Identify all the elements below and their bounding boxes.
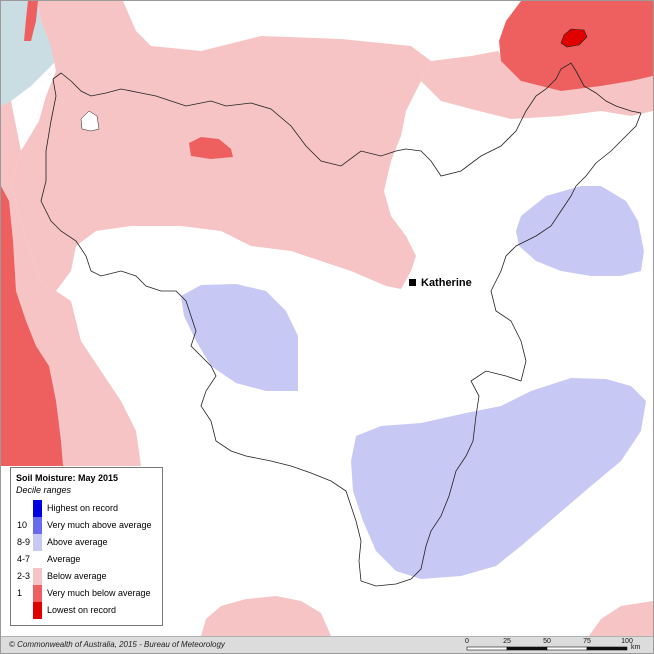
legend-code: 4-7	[17, 554, 31, 564]
legend-item-very-much-above: 10 Very much above average	[11, 517, 162, 534]
legend-label: Lowest on record	[47, 605, 117, 615]
below-average-southeast-region	[589, 601, 653, 636]
legend-swatch	[33, 585, 42, 602]
town-marker[interactable]	[409, 279, 416, 286]
above-average-southeast-region	[351, 378, 646, 579]
scale-unit-label: km	[631, 644, 641, 651]
catchment-boundary-east	[575, 112, 642, 187]
legend-item-very-much-below: 1 Very much below average	[11, 585, 162, 602]
legend-swatch	[33, 534, 42, 551]
legend-code: 1	[17, 588, 23, 598]
legend-code: 10	[17, 520, 28, 530]
legend-swatch	[33, 602, 42, 619]
scale-bar-graphic	[466, 646, 628, 651]
very-much-below-interior-region	[189, 137, 233, 159]
below-average-south-region	[201, 596, 331, 636]
sea-area	[1, 1, 56, 106]
catchment-boundary-west	[40, 78, 577, 587]
legend-item-below: 2-3 Below average	[11, 568, 162, 585]
very-much-below-topleft-region	[24, 1, 38, 41]
lowest-on-record-region	[560, 28, 588, 48]
average-hole	[80, 110, 100, 132]
above-average-east-region	[516, 186, 644, 276]
scale-tick-label: 25	[503, 638, 511, 645]
soil-moisture-map	[1, 1, 653, 636]
footer-bar: © Commonwealth of Australia, 2015 - Bure…	[1, 636, 653, 653]
town-label: Katherine	[421, 277, 472, 289]
legend-title: Soil Moisture: May 2015	[16, 473, 119, 483]
legend-label: Very much above average	[47, 520, 152, 530]
legend-swatch	[33, 551, 42, 568]
copyright-text: © Commonwealth of Australia, 2015 - Bure…	[9, 640, 225, 649]
scale-tick-label: 100	[621, 638, 633, 645]
above-average-central-region	[181, 284, 298, 391]
very-much-below-northeast-region	[499, 1, 653, 91]
legend-label: Below average	[47, 571, 107, 581]
scale-bar: 0 25 50 75 100 km	[461, 637, 651, 653]
legend-label: Average	[47, 554, 81, 564]
catchment-boundary-north	[52, 62, 642, 177]
legend-swatch	[33, 517, 42, 534]
legend-item-average: 4-7 Average	[11, 551, 162, 568]
legend-label: Very much below average	[47, 588, 151, 598]
legend-swatch	[33, 500, 42, 517]
legend-label: Highest on record	[47, 503, 119, 513]
scale-tick-label: 50	[543, 638, 551, 645]
scale-tick-label: 0	[465, 638, 469, 645]
scale-tick-label: 75	[583, 638, 591, 645]
legend-item-highest: Highest on record	[11, 500, 162, 517]
very-much-below-west-region	[1, 186, 63, 466]
legend-item-above: 8-9 Above average	[11, 534, 162, 551]
legend-code: 8-9	[17, 537, 31, 547]
legend-swatch	[33, 568, 42, 585]
legend-label: Above average	[47, 537, 108, 547]
legend-subtitle: Decile ranges	[16, 485, 72, 495]
legend-item-lowest: Lowest on record	[11, 602, 162, 619]
legend: Soil Moisture: May 2015 Decile ranges Hi…	[10, 467, 163, 626]
legend-code: 2-3	[17, 571, 31, 581]
